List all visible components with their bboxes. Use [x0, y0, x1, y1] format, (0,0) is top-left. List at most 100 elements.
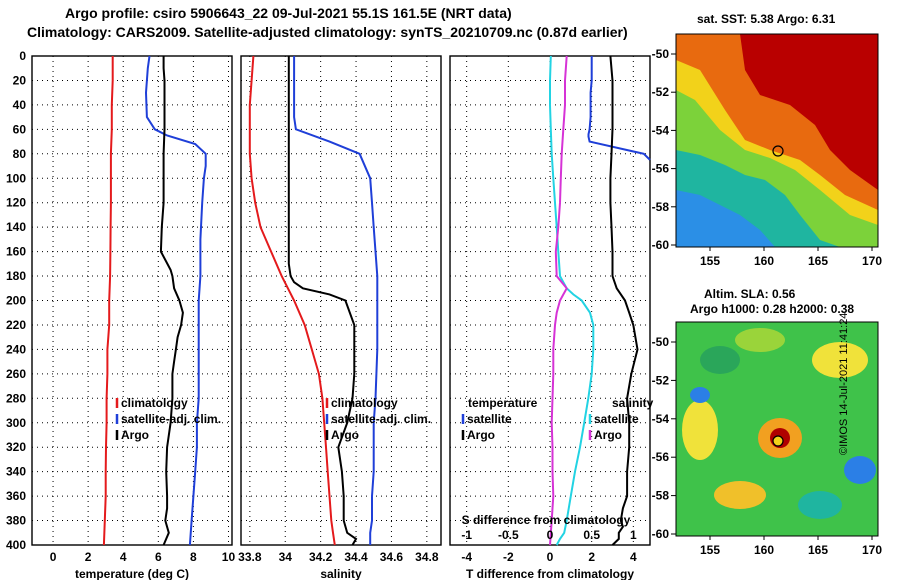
top-tick-label: 0.5 — [583, 528, 600, 542]
y-tick-label: 300 — [6, 416, 26, 430]
map-lon-label: 155 — [700, 543, 720, 557]
map-lat-label: -52 — [652, 373, 670, 387]
map-lon-label: 165 — [808, 254, 828, 268]
x-tick-label: -4 — [461, 550, 472, 564]
map-lat-label: -50 — [652, 47, 670, 61]
legend-label: Argo — [121, 428, 149, 442]
x-tick-label: 10 — [222, 550, 236, 564]
x-axis-label: salinity — [320, 567, 362, 580]
y-tick-label: 240 — [6, 342, 26, 356]
x-tick-label: 34.8 — [415, 550, 439, 564]
x-tick-label: 34 — [279, 550, 293, 564]
map-lat-label: -58 — [652, 200, 670, 214]
x-tick-label: 34.2 — [309, 550, 333, 564]
sla-map-title-1: Altim. SLA: 0.56 — [704, 287, 796, 301]
map-lat-label: -54 — [652, 123, 670, 137]
profile-panels: 0204060801001201401601802002202402602803… — [6, 49, 654, 580]
sla-argo-marker — [772, 435, 784, 447]
legend-label: climatology — [121, 396, 188, 410]
y-tick-label: 360 — [6, 489, 26, 503]
x-tick-label: 34.4 — [344, 550, 368, 564]
sla-blob-h — [714, 481, 766, 509]
y-tick-label: 0 — [19, 49, 26, 63]
map-lon-label: 165 — [808, 543, 828, 557]
sla-blob-g — [844, 456, 876, 484]
y-tick-label: 140 — [6, 220, 26, 234]
map-axes: -50 -52 -54 -56 -58 -60 155 160 165 170 -50 -52 -54 -… — [652, 33, 882, 557]
x-tick-label: 4 — [630, 550, 637, 564]
top-tick-label: -0.5 — [498, 528, 519, 542]
map-lat-label: -56 — [652, 162, 670, 176]
y-tick-label: 160 — [6, 245, 26, 259]
legend-label: Argo — [467, 428, 495, 442]
series-line-climatology — [102, 56, 114, 546]
x-tick-label: 4 — [120, 550, 127, 564]
x-tick-label: -2 — [503, 550, 514, 564]
y-tick-label: 280 — [6, 391, 26, 405]
series-line-climatology — [248, 55, 336, 546]
y-tick-label: 120 — [6, 196, 26, 210]
legend-label: temperature — [468, 396, 538, 410]
sla-blob-a — [700, 346, 740, 374]
series-line-argo — [159, 56, 184, 546]
sst-map-title: sat. SST: 5.38 Argo: 6.31 — [697, 12, 836, 26]
sst-argo-marker — [772, 145, 784, 157]
sla-map-title-2: Argo h1000: 0.28 h2000: 0.38 — [690, 302, 855, 316]
map-lat-label: -58 — [652, 489, 670, 503]
sst-blue-band — [676, 190, 775, 247]
map-lat-label: -56 — [652, 450, 670, 464]
x-tick-label: 33.8 — [238, 550, 262, 564]
legend-label: satellite — [594, 412, 639, 426]
sla-blob-c — [812, 342, 868, 378]
y-tick-label: 40 — [13, 98, 27, 112]
map-lat-label: -50 — [652, 335, 670, 349]
series-line-satellite-adj-clim- — [144, 55, 207, 546]
x-tick-label: 2 — [85, 550, 92, 564]
map-lat-label: -54 — [652, 412, 670, 426]
map-lon-label: 155 — [700, 254, 720, 268]
legend-label: satellite-adj. clim. — [121, 412, 221, 426]
legend-label: satellite — [467, 412, 512, 426]
series-line-satellite-adj-clim- — [293, 56, 379, 545]
top-tick-label: 0 — [547, 528, 554, 542]
y-tick-label: 60 — [13, 122, 27, 136]
legend-label: Argo — [594, 428, 622, 442]
map-lat-label: -60 — [652, 527, 670, 541]
panel-frame — [240, 55, 442, 546]
x-axis-label: T difference from climatology — [466, 567, 634, 580]
x-tick-label: 34.6 — [380, 550, 404, 564]
series-line-s-satellite — [549, 55, 595, 546]
legend-label: climatology — [331, 396, 398, 410]
title-line1: Argo profile: csiro 5906643_22 09-Jul-20… — [65, 5, 512, 21]
top-tick-label: 1 — [630, 528, 637, 542]
map-lon-label: 170 — [862, 254, 882, 268]
y-tick-label: 260 — [6, 367, 26, 381]
profile-panel-2: 33.8 34 34.2 34.4 34.6 34.8 salinity climatolog… — [238, 55, 442, 580]
top-axis-label: S difference from climatology — [462, 513, 631, 527]
y-tick-label: 220 — [6, 318, 26, 332]
panel-frame — [31, 55, 233, 546]
profile-panel-3: -4 -2 0 2 4 T difference from climatology temp… — [449, 55, 654, 580]
map-lat-label: -60 — [652, 238, 670, 252]
sla-blob-i — [798, 491, 842, 519]
y-tick-label: 20 — [13, 73, 27, 87]
map-lon-label: 160 — [754, 543, 774, 557]
y-tick-label: 80 — [13, 147, 27, 161]
top-tick-label: -1 — [461, 528, 472, 542]
y-tick-label: 200 — [6, 294, 26, 308]
x-tick-label: 2 — [588, 550, 595, 564]
series-line-s-argo — [549, 55, 568, 546]
map-lon-label: 160 — [754, 254, 774, 268]
series-line-argo — [287, 56, 358, 546]
y-tick-label: 100 — [6, 171, 26, 185]
sla-blob-b — [735, 328, 785, 352]
series-line-t-satellite — [587, 56, 651, 161]
x-tick-label: 8 — [190, 550, 197, 564]
series-line-t-argo — [609, 55, 639, 546]
y-tick-label: 340 — [6, 465, 26, 479]
legend-label: satellite-adj. clim. — [331, 412, 431, 426]
sst-map — [676, 34, 878, 247]
x-tick-label: 0 — [50, 550, 57, 564]
map-frame-2 — [675, 321, 879, 537]
